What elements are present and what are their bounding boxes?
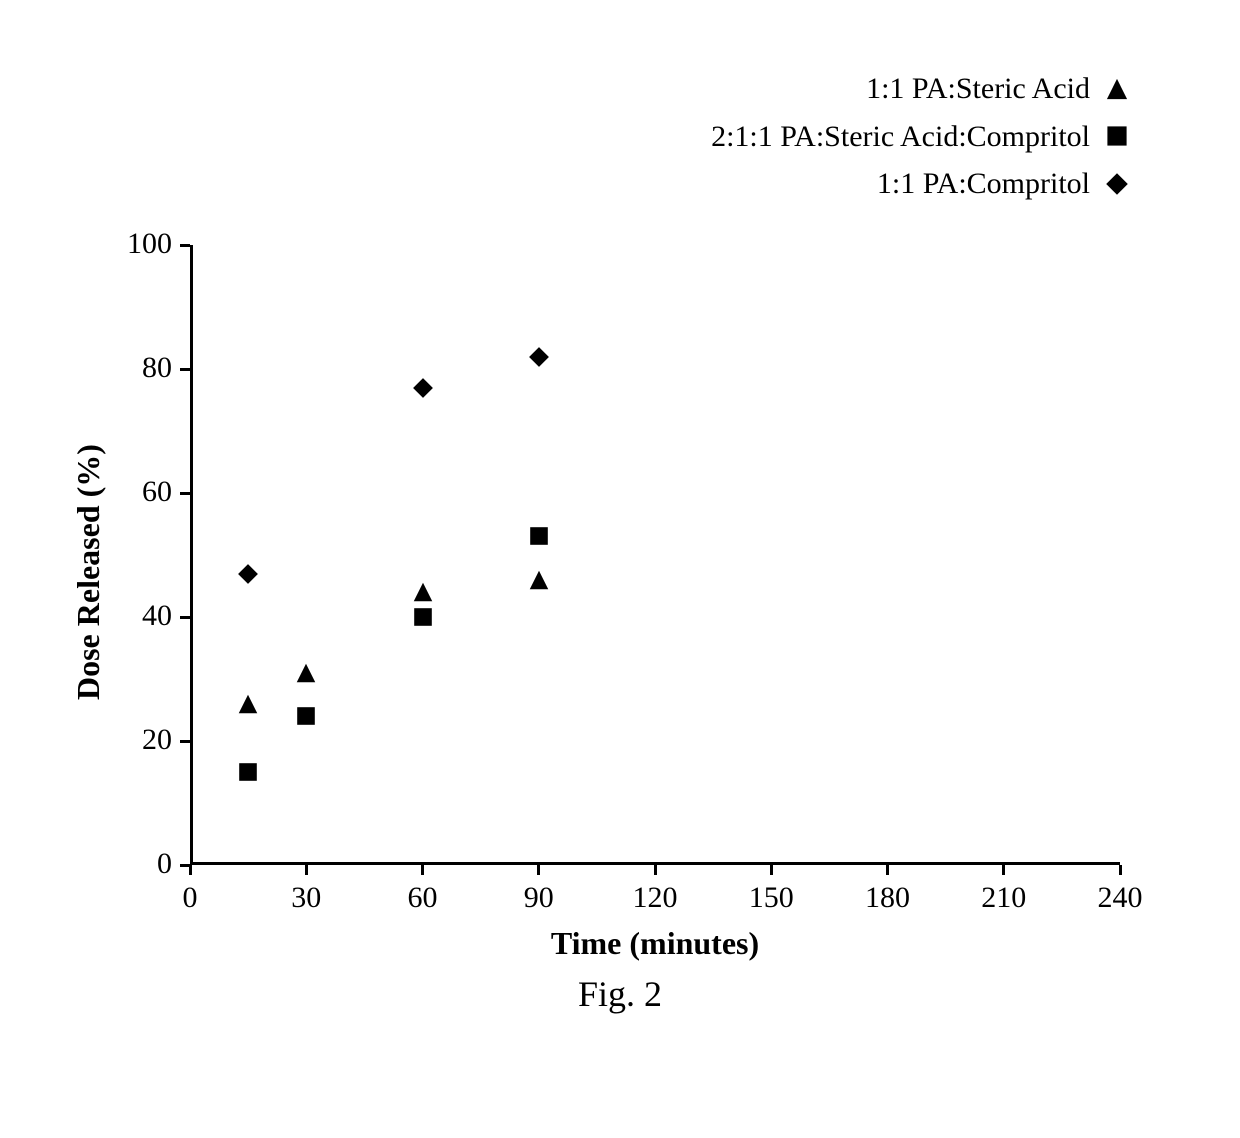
triangle-marker-icon [1104, 76, 1130, 102]
data-point [237, 693, 259, 715]
x-tick-label: 240 [1098, 881, 1143, 915]
x-tick [1002, 865, 1005, 875]
x-tick-label: 90 [524, 881, 554, 915]
y-tick-label: 40 [92, 599, 172, 633]
legend-label: 1:1 PA:Compritol [877, 165, 1090, 203]
x-tick [537, 865, 540, 875]
data-point [412, 606, 434, 628]
x-tick-label: 150 [749, 881, 794, 915]
square-marker-icon [1104, 123, 1130, 149]
page: 1:1 PA:Steric Acid 2:1:1 PA:Steric Acid:… [0, 0, 1240, 1138]
y-tick [180, 616, 190, 619]
data-point [412, 581, 434, 603]
legend: 1:1 PA:Steric Acid 2:1:1 PA:Steric Acid:… [711, 70, 1130, 213]
x-tick-label: 60 [408, 881, 438, 915]
x-tick [770, 865, 773, 875]
y-tick-label: 0 [92, 847, 172, 881]
x-tick-label: 30 [291, 881, 321, 915]
data-point [237, 563, 259, 585]
data-point [528, 346, 550, 368]
x-tick-label: 210 [981, 881, 1026, 915]
x-tick [421, 865, 424, 875]
x-tick [1119, 865, 1122, 875]
data-point [295, 705, 317, 727]
y-tick-label: 60 [92, 475, 172, 509]
data-point [528, 525, 550, 547]
figure-caption: Fig. 2 [0, 973, 1240, 1015]
legend-item: 1:1 PA:Compritol [711, 165, 1130, 203]
x-tick-label: 0 [183, 881, 198, 915]
y-tick [180, 368, 190, 371]
data-point [528, 569, 550, 591]
x-axis-label: Time (minutes) [190, 925, 1120, 962]
x-tick-label: 180 [865, 881, 910, 915]
data-point [412, 377, 434, 399]
x-tick [189, 865, 192, 875]
y-tick-label: 100 [92, 227, 172, 261]
diamond-marker-icon [1104, 171, 1130, 197]
y-tick [180, 492, 190, 495]
chart: Dose Released (%) Time (minutes) 0204060… [70, 235, 1160, 975]
x-tick [654, 865, 657, 875]
y-tick [180, 244, 190, 247]
y-tick-label: 20 [92, 723, 172, 757]
legend-item: 2:1:1 PA:Steric Acid:Compritol [711, 118, 1130, 156]
plot-area [190, 245, 1120, 865]
y-tick [180, 740, 190, 743]
legend-label: 1:1 PA:Steric Acid [866, 70, 1090, 108]
legend-item: 1:1 PA:Steric Acid [711, 70, 1130, 108]
x-tick [886, 865, 889, 875]
y-tick-label: 80 [92, 351, 172, 385]
x-tick [305, 865, 308, 875]
data-point [237, 761, 259, 783]
data-point [295, 662, 317, 684]
x-tick-label: 120 [633, 881, 678, 915]
legend-label: 2:1:1 PA:Steric Acid:Compritol [711, 118, 1090, 156]
y-axis-line [190, 245, 193, 865]
